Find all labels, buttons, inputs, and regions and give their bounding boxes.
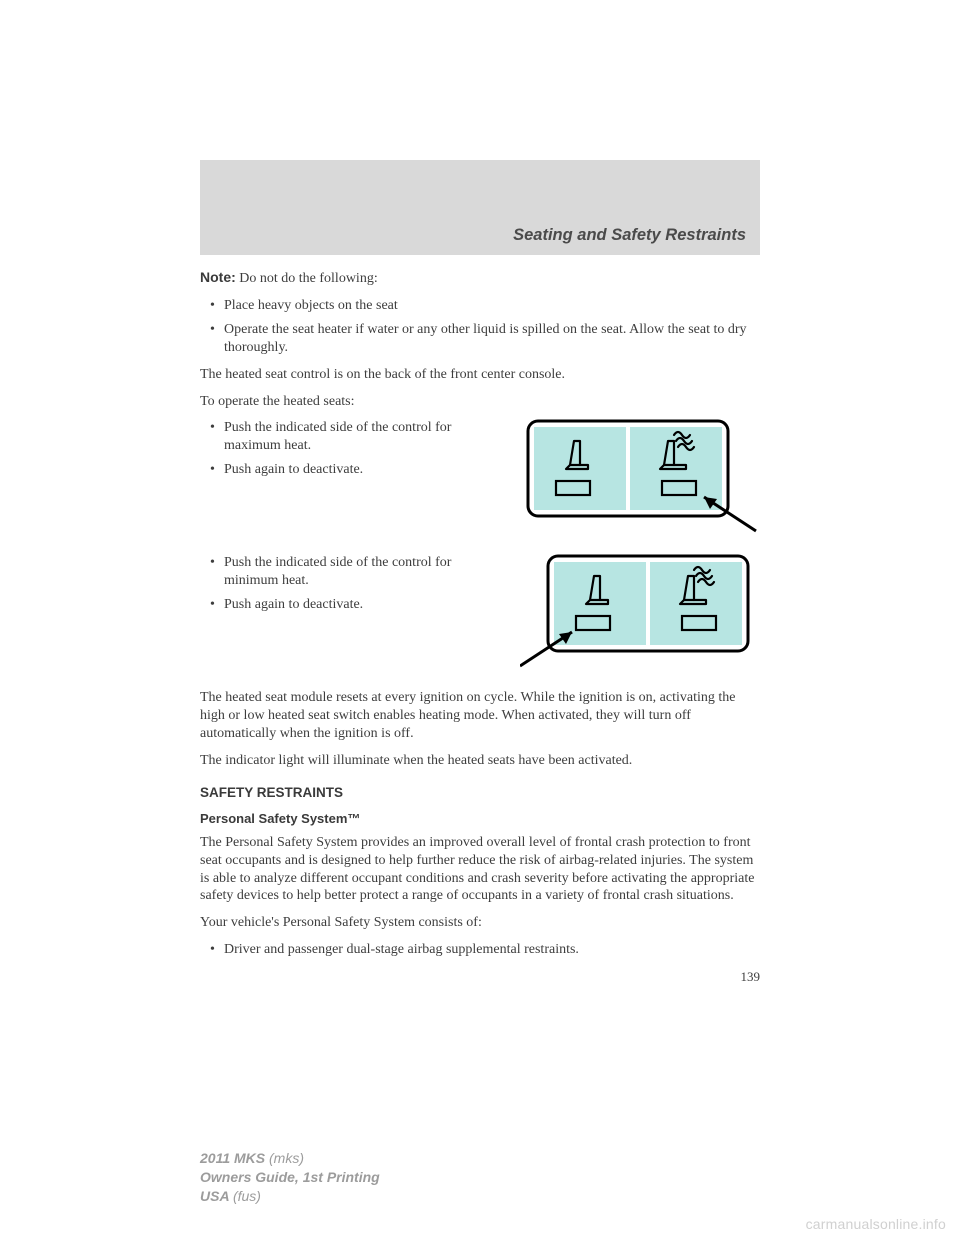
footer-region: USA	[200, 1188, 233, 1204]
page-content: Note: Do not do the following: Place hea…	[200, 255, 760, 986]
list-item: Push again to deactivate.	[214, 461, 502, 479]
note-list: Place heavy objects on the seat Operate …	[200, 297, 760, 357]
instruction-list: Push the indicated side of the control f…	[200, 419, 502, 479]
heading-safety-restraints: SAFETY RESTRAINTS	[200, 784, 760, 801]
paragraph: To operate the heated seats:	[200, 393, 760, 411]
footer-meta: 2011 MKS (mks) Owners Guide, 1st Printin…	[200, 1149, 380, 1206]
list-item: Push the indicated side of the control f…	[214, 419, 502, 455]
heading-pss: Personal Safety System™	[200, 811, 760, 828]
list-item: Driver and passenger dual-stage airbag s…	[214, 941, 760, 959]
section-title: Seating and Safety Restraints	[513, 226, 746, 245]
note-label: Note:	[200, 269, 236, 285]
pss-list: Driver and passenger dual-stage airbag s…	[200, 941, 760, 959]
paragraph: The Personal Safety System provides an i…	[200, 834, 760, 906]
max-heat-block: Push the indicated side of the control f…	[200, 419, 760, 540]
paragraph: Your vehicle's Personal Safety System co…	[200, 914, 760, 932]
min-heat-block: Push the indicated side of the control f…	[200, 554, 760, 675]
footer-guide: Owners Guide, 1st Printing	[200, 1168, 380, 1187]
list-item: Place heavy objects on the seat	[214, 297, 760, 315]
footer-code: (mks)	[269, 1150, 304, 1166]
note-intro: Do not do the following:	[236, 271, 378, 286]
heated-seat-diagram-min	[520, 554, 760, 675]
list-item: Push again to deactivate.	[214, 596, 502, 614]
paragraph: The heated seat control is on the back o…	[200, 366, 760, 384]
footer-region-code: (fus)	[233, 1188, 261, 1204]
heated-seat-diagram-max	[520, 419, 760, 540]
manual-page: Seating and Safety Restraints Note: Do n…	[200, 160, 760, 986]
footer-model: 2011 MKS	[200, 1150, 269, 1166]
note-line: Note: Do not do the following:	[200, 269, 760, 288]
list-item: Push the indicated side of the control f…	[214, 554, 502, 590]
instruction-list: Push the indicated side of the control f…	[200, 554, 502, 614]
watermark: carmanualsonline.info	[806, 1216, 946, 1232]
header-bar: Seating and Safety Restraints	[200, 160, 760, 255]
page-number: 139	[200, 969, 760, 986]
paragraph: The heated seat module resets at every i…	[200, 689, 760, 743]
paragraph: The indicator light will illuminate when…	[200, 752, 760, 770]
list-item: Operate the seat heater if water or any …	[214, 321, 760, 357]
